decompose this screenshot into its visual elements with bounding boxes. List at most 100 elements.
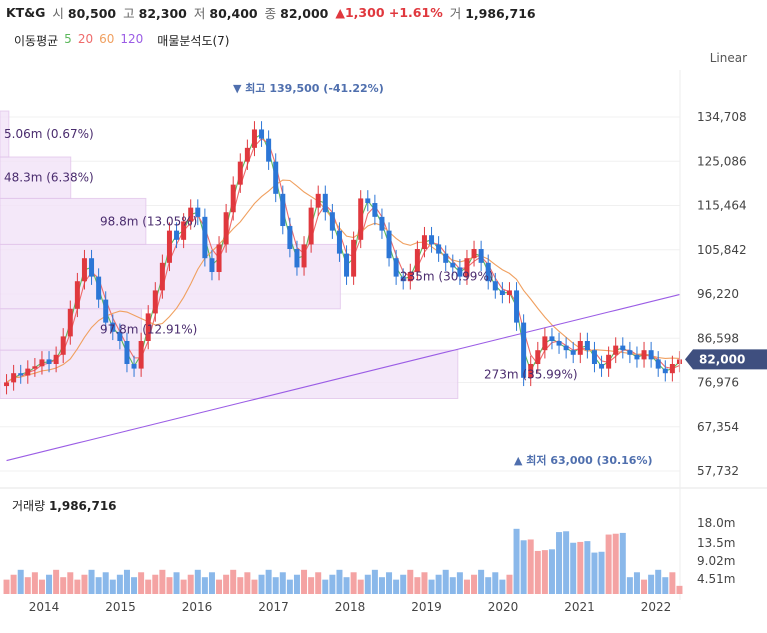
volume-bar xyxy=(612,533,619,594)
volume-bar xyxy=(485,577,492,594)
candle-body xyxy=(478,249,484,263)
open-value: 80,500 xyxy=(67,5,117,21)
x-tick-label: 2019 xyxy=(411,600,442,614)
x-tick-label: 2015 xyxy=(105,600,136,614)
candle-body xyxy=(322,193,328,213)
volume-value: 1,986,716 xyxy=(465,5,536,21)
volume-bar xyxy=(492,572,499,594)
volume-bar xyxy=(442,569,449,594)
scale-mode[interactable]: Linear xyxy=(709,51,747,65)
y-tick-label: 115,464 xyxy=(697,199,747,213)
candle-body xyxy=(358,198,364,240)
volume-bar xyxy=(159,569,166,594)
volume-bar xyxy=(662,577,669,594)
candle-body xyxy=(188,207,194,222)
ma60-label[interactable]: 60 xyxy=(99,32,115,46)
candle-body xyxy=(591,350,597,364)
candle-body xyxy=(407,272,413,282)
close-label: 종 xyxy=(264,5,277,21)
candle-body xyxy=(641,350,647,360)
volume-bar xyxy=(407,569,414,594)
volume-bar xyxy=(378,577,385,594)
candle-body xyxy=(627,350,633,355)
volume-bar xyxy=(53,569,60,594)
volume-profile-label: 273m (35.99%) xyxy=(484,367,578,381)
volume-profile-label: 5.06m (0.67%) xyxy=(4,127,94,141)
volume-bar xyxy=(88,569,95,594)
x-tick-label: 2017 xyxy=(258,600,289,614)
volume-bar xyxy=(38,579,45,594)
volume-bar xyxy=(17,569,24,594)
candle-body xyxy=(4,382,10,387)
last-price-badge xyxy=(685,349,767,370)
volume-bar xyxy=(74,579,81,594)
candle-body xyxy=(67,308,73,337)
candle-body xyxy=(315,193,321,208)
volume-label: 거 xyxy=(449,5,462,21)
candle-body xyxy=(535,350,541,364)
candle-body xyxy=(39,359,45,367)
candle-body xyxy=(166,230,172,263)
volume-bar xyxy=(605,534,612,594)
ma5-label[interactable]: 5 xyxy=(64,32,72,46)
volume-bar xyxy=(3,579,10,594)
volume-bar xyxy=(449,577,456,594)
volume-profile-label[interactable]: 매물분석도(7) xyxy=(157,34,230,48)
candle-body xyxy=(244,147,250,162)
candle-body xyxy=(528,363,534,378)
volume-bar xyxy=(456,572,463,594)
volume-bar xyxy=(315,572,322,594)
volume-axis-label: 4.51m xyxy=(697,572,735,586)
candle-body xyxy=(259,129,265,139)
volume-bar xyxy=(350,572,357,594)
y-tick-label: 67,354 xyxy=(697,420,739,434)
candle-body xyxy=(308,207,314,245)
volume-bar xyxy=(293,574,300,594)
x-tick-label: 2018 xyxy=(335,600,366,614)
volume-bar xyxy=(463,579,470,594)
candle-body xyxy=(74,281,80,309)
ma-label[interactable]: 이동평균 xyxy=(14,34,59,48)
volume-bar xyxy=(556,532,563,594)
volume-bar xyxy=(223,574,230,594)
candle-body xyxy=(25,368,31,376)
volume-bar xyxy=(513,528,520,594)
volume-bar xyxy=(244,572,251,594)
y-tick-label: 86,598 xyxy=(697,331,739,345)
ma20-label[interactable]: 20 xyxy=(77,32,94,46)
volume-axis-label: 9.02m xyxy=(697,554,735,568)
candle-body xyxy=(344,253,350,277)
candle-body xyxy=(32,366,38,369)
ma120-label[interactable]: 120 xyxy=(120,32,144,46)
volume-bar xyxy=(138,572,145,594)
candle-body xyxy=(521,322,527,378)
candle-body xyxy=(110,322,116,332)
x-tick-label: 2014 xyxy=(29,600,60,614)
high-annotation: ▼ 최고 139,500 (-41.22%) xyxy=(233,81,384,95)
candle-body xyxy=(365,198,371,204)
volume-bar xyxy=(499,579,506,594)
last-price-value: 82,000 xyxy=(699,352,745,366)
volume-profile-label: 48.3m (6.38%) xyxy=(4,171,94,185)
candle-body xyxy=(464,258,470,277)
x-tick-label: 2021 xyxy=(564,600,595,614)
volume-bar xyxy=(570,542,577,594)
candle-body xyxy=(280,193,286,227)
volume-bar xyxy=(308,577,315,594)
volume-bar xyxy=(386,572,393,594)
candle-body xyxy=(655,359,661,369)
candle-body xyxy=(53,354,59,364)
volume-profile-bar xyxy=(0,197,147,245)
volume-bar xyxy=(471,574,478,594)
stock-name: KT&G xyxy=(6,4,46,20)
volume-bar xyxy=(421,572,428,594)
candle-body xyxy=(81,258,87,282)
volume-bar xyxy=(258,574,265,594)
volume-bar xyxy=(123,569,130,594)
volume-bar xyxy=(265,569,272,594)
candle-body xyxy=(506,290,512,296)
candle-body xyxy=(648,350,654,360)
candle-body xyxy=(421,235,427,250)
volume-bar xyxy=(648,574,655,594)
